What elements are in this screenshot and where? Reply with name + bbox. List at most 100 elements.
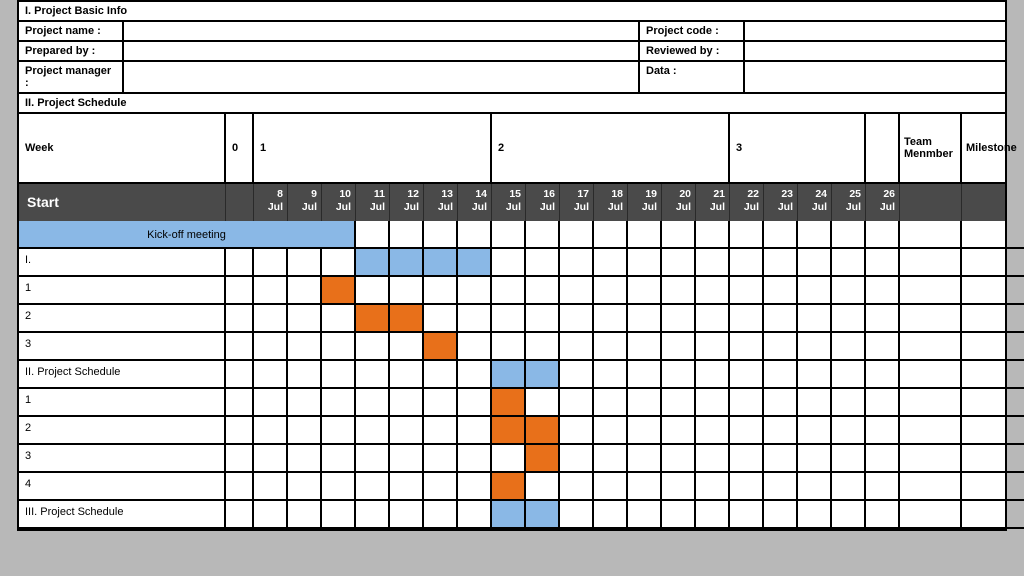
milestone-cell[interactable] (962, 501, 1024, 529)
milestone-cell[interactable] (962, 333, 1024, 361)
gantt-cell (662, 277, 696, 305)
milestone-cell[interactable] (962, 445, 1024, 473)
gantt-cell (866, 221, 900, 249)
milestone-cell[interactable] (962, 361, 1024, 389)
team-cell[interactable] (900, 445, 962, 473)
gantt-cell (526, 333, 560, 361)
milestone-cell[interactable] (962, 473, 1024, 501)
task-row: Kick-off meeting (19, 221, 1005, 249)
gantt-bar-blue (458, 249, 492, 277)
gantt-cell (730, 501, 764, 529)
gantt-cell (560, 473, 594, 501)
gantt-cell (832, 305, 866, 333)
day-header-milestone (962, 184, 1024, 221)
team-cell[interactable] (900, 501, 962, 529)
gantt-cell (866, 305, 900, 333)
value-project-manager[interactable] (124, 62, 640, 92)
gantt-cell (764, 389, 798, 417)
gantt-cell (730, 277, 764, 305)
team-cell[interactable] (900, 473, 962, 501)
gantt-bar-blue (492, 501, 526, 529)
gantt-cell (288, 305, 322, 333)
gantt-cell (424, 221, 458, 249)
task-row: 4 (19, 473, 1005, 501)
gantt-cell (866, 417, 900, 445)
gantt-cell (254, 445, 288, 473)
gantt-cell (492, 305, 526, 333)
gantt-cell (458, 221, 492, 249)
gantt-cell (628, 417, 662, 445)
team-cell[interactable] (900, 333, 962, 361)
value-prepared-by[interactable] (124, 42, 640, 60)
gantt-bar-orange (424, 333, 458, 361)
day-header-15: 15Jul (492, 184, 526, 221)
gantt-cell (458, 305, 492, 333)
gantt-cell (696, 501, 730, 529)
gantt-bar-blue (424, 249, 458, 277)
gantt-cell (662, 361, 696, 389)
gantt-cell (560, 277, 594, 305)
gantt-cell (492, 445, 526, 473)
gantt-cell (798, 221, 832, 249)
gantt-cell (526, 277, 560, 305)
gantt-cell (254, 473, 288, 501)
gantt-bar-orange (492, 417, 526, 445)
gantt-cell (492, 221, 526, 249)
gantt-cell (628, 361, 662, 389)
task-row: 2 (19, 305, 1005, 333)
gantt-cell (356, 473, 390, 501)
gantt-cell (628, 221, 662, 249)
day-header-25: 25Jul (832, 184, 866, 221)
gantt-cell (696, 333, 730, 361)
gantt-cell (832, 249, 866, 277)
gantt-cell (594, 249, 628, 277)
gantt-cell (662, 221, 696, 249)
value-reviewed-by[interactable] (745, 42, 1005, 60)
gantt-cell (730, 445, 764, 473)
gantt-cell (798, 389, 832, 417)
gantt-cell (662, 305, 696, 333)
day-header-18: 18Jul (594, 184, 628, 221)
milestone-cell[interactable] (962, 249, 1024, 277)
value-project-name[interactable] (124, 22, 640, 40)
value-data[interactable] (745, 62, 1005, 92)
gantt-cell (696, 361, 730, 389)
gantt-cell (866, 473, 900, 501)
gantt-cell (424, 305, 458, 333)
gantt-cell (288, 417, 322, 445)
gantt-cell (322, 389, 356, 417)
gantt-bar-blue (390, 249, 424, 277)
gantt-cell (322, 333, 356, 361)
gantt-cell (832, 333, 866, 361)
gantt-cell (798, 305, 832, 333)
milestone-cell[interactable] (962, 305, 1024, 333)
gantt-cell (832, 501, 866, 529)
gantt-cell (696, 445, 730, 473)
gantt-cell (662, 445, 696, 473)
gantt-cell (560, 221, 594, 249)
gantt-cell (458, 473, 492, 501)
section-schedule-title: II. Project Schedule (19, 94, 1005, 114)
team-cell[interactable] (900, 417, 962, 445)
milestone-cell[interactable] (962, 277, 1024, 305)
gantt-cell (356, 333, 390, 361)
gantt-cell (730, 249, 764, 277)
gantt-cell (730, 417, 764, 445)
gantt-cell (798, 249, 832, 277)
gantt-cell (628, 389, 662, 417)
task-row: 2 (19, 417, 1005, 445)
team-cell[interactable] (900, 361, 962, 389)
milestone-cell[interactable] (962, 417, 1024, 445)
gantt-cell (560, 305, 594, 333)
team-cell[interactable] (900, 389, 962, 417)
label-reviewed-by: Reviewed by : (640, 42, 745, 60)
gantt-cell (696, 417, 730, 445)
value-project-code[interactable] (745, 22, 1005, 40)
team-cell[interactable] (900, 249, 962, 277)
milestone-cell[interactable] (962, 389, 1024, 417)
gantt-cell (288, 249, 322, 277)
gantt-cell (254, 249, 288, 277)
team-cell[interactable] (900, 305, 962, 333)
week-group-0: 0 (226, 114, 254, 182)
team-cell[interactable] (900, 277, 962, 305)
